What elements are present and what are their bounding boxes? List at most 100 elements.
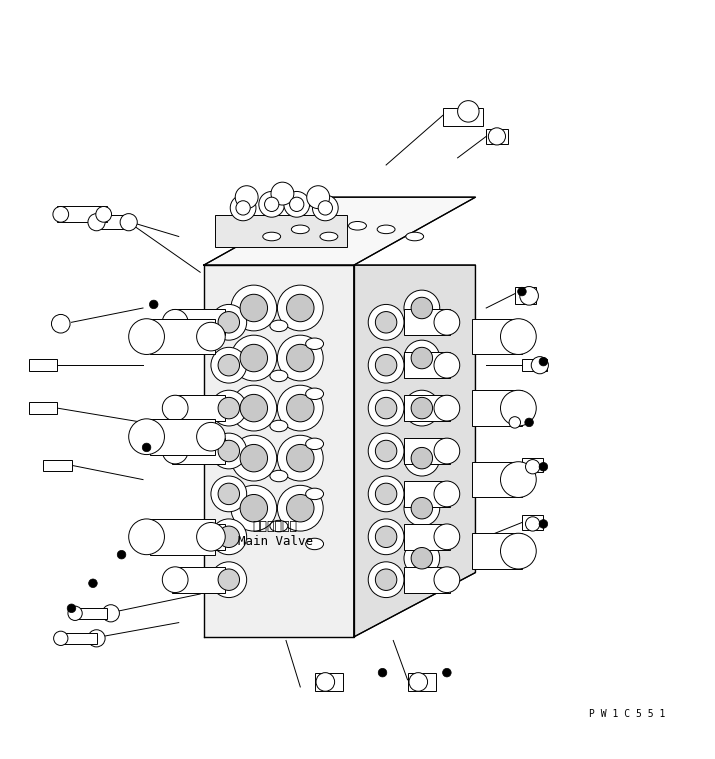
Circle shape (231, 435, 277, 481)
Circle shape (539, 520, 548, 528)
Circle shape (240, 494, 267, 522)
Circle shape (404, 440, 440, 476)
Circle shape (129, 419, 164, 455)
Circle shape (434, 524, 460, 550)
Circle shape (287, 345, 314, 372)
Circle shape (211, 433, 247, 469)
Circle shape (434, 481, 460, 507)
Ellipse shape (349, 222, 366, 230)
Ellipse shape (270, 320, 287, 332)
Circle shape (375, 440, 397, 461)
Circle shape (129, 519, 164, 555)
Circle shape (96, 206, 112, 222)
Circle shape (409, 672, 428, 691)
Circle shape (525, 418, 533, 427)
Circle shape (411, 398, 433, 419)
Circle shape (211, 348, 247, 383)
Bar (150, 519, 214, 555)
Circle shape (375, 354, 397, 376)
Circle shape (500, 534, 536, 569)
Circle shape (539, 357, 548, 366)
Bar (472, 461, 522, 497)
Bar (404, 567, 450, 593)
Circle shape (368, 519, 404, 555)
Ellipse shape (306, 538, 323, 550)
Bar (172, 524, 225, 550)
Circle shape (240, 445, 267, 472)
Bar (150, 419, 214, 455)
Circle shape (375, 398, 397, 419)
Circle shape (218, 440, 240, 461)
Circle shape (162, 395, 188, 421)
Circle shape (404, 540, 440, 576)
Circle shape (378, 669, 387, 677)
Bar (404, 310, 450, 335)
Circle shape (218, 483, 240, 505)
Ellipse shape (270, 521, 287, 532)
Circle shape (539, 462, 548, 471)
Bar (57, 632, 97, 644)
Circle shape (230, 195, 256, 221)
Bar (472, 319, 522, 354)
Circle shape (411, 447, 433, 469)
Circle shape (117, 550, 126, 559)
Bar (443, 108, 483, 126)
Bar (172, 310, 225, 335)
Circle shape (318, 200, 332, 215)
Text: メインバルブ: メインバルブ (253, 520, 297, 533)
Circle shape (218, 569, 240, 591)
Circle shape (375, 312, 397, 333)
Ellipse shape (270, 370, 287, 382)
Circle shape (259, 191, 285, 217)
Circle shape (149, 300, 158, 309)
Circle shape (287, 494, 314, 522)
Circle shape (88, 213, 105, 231)
Circle shape (411, 497, 433, 519)
Circle shape (284, 191, 310, 217)
Circle shape (277, 435, 323, 481)
Circle shape (271, 182, 294, 205)
Circle shape (368, 433, 404, 469)
Circle shape (231, 485, 277, 531)
Circle shape (218, 312, 240, 333)
Circle shape (434, 395, 460, 421)
Circle shape (434, 352, 460, 378)
Circle shape (51, 314, 70, 333)
Circle shape (368, 562, 404, 597)
Circle shape (197, 323, 225, 351)
Circle shape (500, 461, 536, 497)
Circle shape (211, 476, 247, 512)
Circle shape (211, 390, 247, 426)
Bar (515, 287, 536, 304)
Circle shape (509, 417, 521, 428)
Circle shape (307, 186, 330, 209)
Polygon shape (214, 215, 347, 247)
Circle shape (89, 579, 97, 587)
Circle shape (265, 197, 279, 212)
Circle shape (211, 519, 247, 555)
Bar (404, 438, 450, 464)
Ellipse shape (292, 225, 309, 234)
Polygon shape (354, 265, 475, 637)
Circle shape (411, 348, 433, 369)
Ellipse shape (263, 232, 280, 241)
Circle shape (88, 630, 105, 647)
Bar (29, 360, 57, 371)
Circle shape (287, 294, 314, 322)
Circle shape (231, 386, 277, 431)
Circle shape (240, 294, 267, 322)
Circle shape (197, 522, 225, 551)
Circle shape (68, 606, 82, 620)
Ellipse shape (378, 225, 395, 234)
Circle shape (162, 310, 188, 335)
Circle shape (287, 445, 314, 472)
Circle shape (368, 348, 404, 383)
Polygon shape (204, 197, 475, 265)
Bar (57, 206, 107, 222)
Circle shape (526, 517, 540, 531)
Bar (408, 672, 436, 691)
Circle shape (240, 345, 267, 372)
Circle shape (120, 213, 137, 231)
Polygon shape (204, 265, 354, 637)
Circle shape (218, 398, 240, 419)
